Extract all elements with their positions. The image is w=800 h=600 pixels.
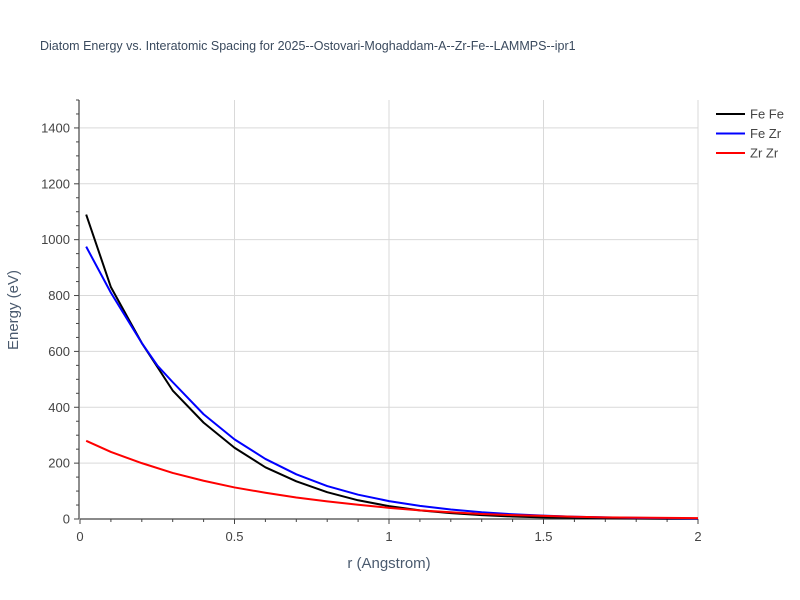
x-tick-label: 1.5 xyxy=(534,529,552,544)
x-axis-title: r (Angstrom) xyxy=(347,555,430,572)
grid-lines xyxy=(80,100,699,519)
y-tick-label: 800 xyxy=(48,288,70,303)
legend-item-fe-zr[interactable]: Fe Zr xyxy=(716,126,782,141)
x-tick-label: 0.5 xyxy=(225,529,243,544)
series-line-fe-fe[interactable] xyxy=(85,214,698,520)
y-tick-labels: 0 200 400 600 800 1000 1200 1400 xyxy=(41,120,70,526)
y-tick-label: 600 xyxy=(48,344,70,359)
series-line-zr-zr[interactable] xyxy=(85,439,699,520)
axes xyxy=(74,99,699,524)
y-tick-label: 400 xyxy=(48,400,70,415)
legend[interactable]: Fe Fe Fe Zr Zr Zr xyxy=(716,107,784,161)
chart-title: Diatom Energy vs. Interatomic Spacing fo… xyxy=(40,39,576,53)
legend-item-zr-zr[interactable]: Zr Zr xyxy=(716,146,779,161)
legend-label: Zr Zr xyxy=(750,146,779,161)
y-tick-label: 0 xyxy=(63,512,70,527)
y-axis-title: Energy (eV) xyxy=(5,270,22,350)
series-line-fe-zr[interactable] xyxy=(85,246,699,520)
y-tick-label: 1200 xyxy=(41,176,70,191)
x-tick-labels: 0 0.5 1 1.5 2 xyxy=(76,529,701,544)
x-tick-label: 0 xyxy=(76,529,83,544)
legend-label: Fe Fe xyxy=(750,107,784,122)
x-tick-label: 2 xyxy=(694,529,701,544)
legend-label: Fe Zr xyxy=(750,126,782,141)
legend-item-fe-fe[interactable]: Fe Fe xyxy=(716,107,784,122)
series-layer xyxy=(85,214,699,520)
y-tick-label: 1000 xyxy=(41,232,70,247)
x-tick-label: 1 xyxy=(385,529,392,544)
y-tick-label: 200 xyxy=(48,456,70,471)
y-tick-label: 1400 xyxy=(41,120,70,135)
